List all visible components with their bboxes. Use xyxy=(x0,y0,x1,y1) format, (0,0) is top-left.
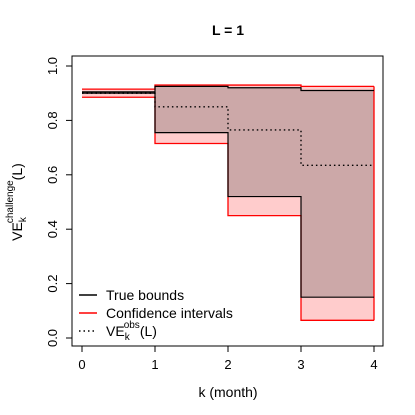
y-axis-label-sub: k xyxy=(18,216,29,222)
legend-label-ve-obs: VEkobs(L) xyxy=(106,320,157,343)
y-axis-label: VEkchallenge(L) xyxy=(5,163,29,241)
y-tick-label: 0.0 xyxy=(45,329,60,347)
x-axis: 0 1 2 3 4 xyxy=(78,345,378,372)
x-axis-label: k (month) xyxy=(198,384,257,400)
y-tick-label: 0.6 xyxy=(45,166,60,184)
legend-ve-obs-main: VE xyxy=(106,323,125,339)
y-tick-label: 0.4 xyxy=(45,220,60,238)
x-tick-label: 0 xyxy=(78,357,85,372)
true-upper-line xyxy=(82,85,374,93)
band-lines xyxy=(82,84,375,321)
x-tick-label: 2 xyxy=(224,357,231,372)
x-tick-label: 4 xyxy=(370,357,377,372)
ve-obs-line xyxy=(82,92,374,166)
legend-label-true-bounds: True bounds xyxy=(106,287,184,303)
y-tick-label: 1.0 xyxy=(45,57,60,75)
y-axis-label-suffix: (L) xyxy=(9,163,25,180)
x-tick-label: 1 xyxy=(151,357,158,372)
true-lower-line xyxy=(82,92,374,298)
y-tick-label: 0.2 xyxy=(45,275,60,293)
legend-label-confidence-intervals: Confidence intervals xyxy=(106,305,233,321)
legend-ve-obs-suffix: (L) xyxy=(140,323,157,339)
legend-ve-obs-sup: obs xyxy=(124,320,140,331)
x-tick-label: 3 xyxy=(297,357,304,372)
y-axis-label-main: VE xyxy=(9,222,25,241)
y-axis-label-sup: challenge xyxy=(5,180,16,223)
legend: True bounds Confidence intervals VEkobs(… xyxy=(79,287,233,343)
legend-ve-obs-sub: k xyxy=(125,332,131,343)
chart-title: L = 1 xyxy=(212,22,244,38)
y-axis: 0.0 0.2 0.4 0.6 0.8 1.0 xyxy=(45,57,73,347)
y-tick-label: 0.8 xyxy=(45,111,60,129)
